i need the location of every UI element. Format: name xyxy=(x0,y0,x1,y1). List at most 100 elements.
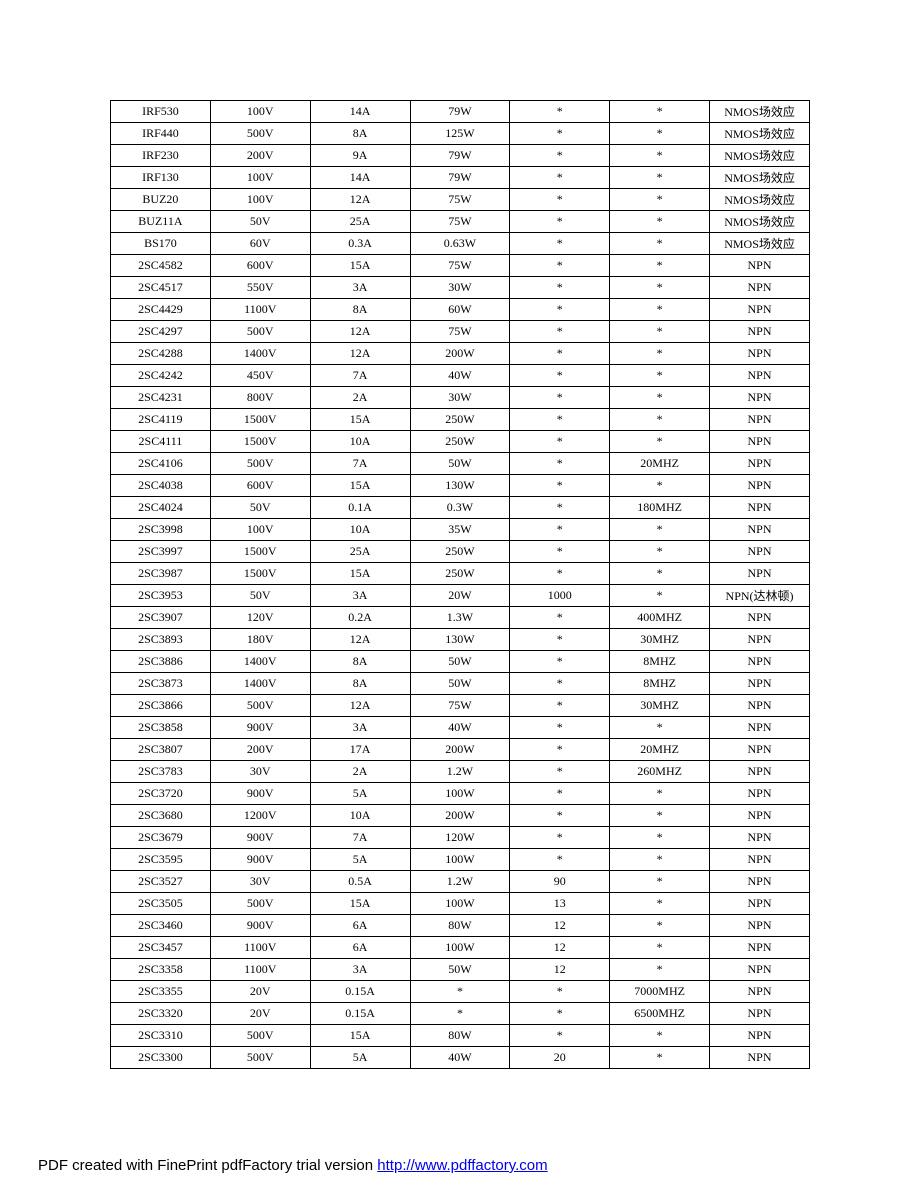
table-cell: 100V xyxy=(210,101,310,123)
table-cell: * xyxy=(610,915,710,937)
table-cell: NPN xyxy=(710,959,810,981)
table-cell: 2SC4297 xyxy=(111,321,211,343)
table-row: BS17060V0.3A0.63W**NMOS场效应 xyxy=(111,233,810,255)
table-cell: * xyxy=(510,673,610,695)
table-cell: 10A xyxy=(310,519,410,541)
table-cell: 10A xyxy=(310,805,410,827)
table-row: BUZ20100V12A75W**NMOS场效应 xyxy=(111,189,810,211)
table-cell: NPN xyxy=(710,937,810,959)
table-cell: 7000MHZ xyxy=(610,981,710,1003)
table-cell: 120W xyxy=(410,827,510,849)
table-cell: * xyxy=(610,827,710,849)
table-cell: NPN xyxy=(710,783,810,805)
table-cell: NPN xyxy=(710,541,810,563)
table-cell: 2SC3460 xyxy=(111,915,211,937)
table-cell: * xyxy=(610,849,710,871)
table-cell: 900V xyxy=(210,849,310,871)
table-cell: 2SC3300 xyxy=(111,1047,211,1069)
table-cell: 2SC3886 xyxy=(111,651,211,673)
table-cell: 3A xyxy=(310,585,410,607)
table-cell: * xyxy=(510,695,610,717)
table-cell: * xyxy=(510,453,610,475)
table-cell: 1.2W xyxy=(410,871,510,893)
table-cell: 79W xyxy=(410,167,510,189)
table-row: 2SC3505500V15A100W13*NPN xyxy=(111,893,810,915)
table-cell: 800V xyxy=(210,387,310,409)
table-row: 2SC3907120V0.2A1.3W*400MHZNPN xyxy=(111,607,810,629)
table-cell: 1000 xyxy=(510,585,610,607)
table-cell: * xyxy=(610,299,710,321)
table-cell: IRF440 xyxy=(111,123,211,145)
table-cell: BS170 xyxy=(111,233,211,255)
table-row: IRF440500V8A125W**NMOS场效应 xyxy=(111,123,810,145)
table-cell: * xyxy=(510,607,610,629)
table-cell: 250W xyxy=(410,563,510,585)
table-row: 2SC36801200V10A200W**NPN xyxy=(111,805,810,827)
table-row: 2SC4231800V2A30W**NPN xyxy=(111,387,810,409)
table-cell: * xyxy=(510,387,610,409)
table-cell: 8MHZ xyxy=(610,673,710,695)
table-cell: * xyxy=(510,541,610,563)
table-cell: 2SC3457 xyxy=(111,937,211,959)
table-cell: 40W xyxy=(410,1047,510,1069)
table-cell: * xyxy=(610,145,710,167)
table-cell: NPN xyxy=(710,607,810,629)
table-cell: * xyxy=(510,651,610,673)
table-cell: 2SC4038 xyxy=(111,475,211,497)
table-cell: * xyxy=(510,123,610,145)
table-row: 2SC4106500V7A50W*20MHZNPN xyxy=(111,453,810,475)
table-cell: * xyxy=(610,871,710,893)
pdf-footer: PDF created with FinePrint pdfFactory tr… xyxy=(38,1157,548,1174)
table-cell: * xyxy=(610,123,710,145)
table-cell: 200W xyxy=(410,739,510,761)
table-cell: 250W xyxy=(410,409,510,431)
table-cell: 6500MHZ xyxy=(610,1003,710,1025)
table-cell: 30W xyxy=(410,277,510,299)
table-row: IRF530100V14A79W**NMOS场效应 xyxy=(111,101,810,123)
table-cell: * xyxy=(510,101,610,123)
table-cell: * xyxy=(610,409,710,431)
table-cell: 1400V xyxy=(210,651,310,673)
footer-link[interactable]: http://www.pdffactory.com xyxy=(377,1157,547,1174)
table-cell: * xyxy=(610,805,710,827)
table-row: BUZ11A50V25A75W**NMOS场效应 xyxy=(111,211,810,233)
table-cell: 1200V xyxy=(210,805,310,827)
table-cell: 2SC3953 xyxy=(111,585,211,607)
table-cell: 12A xyxy=(310,189,410,211)
table-cell: * xyxy=(510,233,610,255)
table-cell: NPN xyxy=(710,343,810,365)
table-cell: 12 xyxy=(510,937,610,959)
table-row: 2SC3893180V12A130W*30MHZNPN xyxy=(111,629,810,651)
table-row: 2SC4038600V15A130W**NPN xyxy=(111,475,810,497)
table-cell: 200V xyxy=(210,739,310,761)
table-row: 2SC39971500V25A250W**NPN xyxy=(111,541,810,563)
table-cell: 8A xyxy=(310,651,410,673)
table-row: 2SC4242450V7A40W**NPN xyxy=(111,365,810,387)
table-cell: 1500V xyxy=(210,541,310,563)
table-cell: * xyxy=(610,541,710,563)
table-cell: 0.63W xyxy=(410,233,510,255)
table-cell: * xyxy=(610,365,710,387)
table-cell: NPN xyxy=(710,893,810,915)
table-cell: 200W xyxy=(410,805,510,827)
table-cell: * xyxy=(610,959,710,981)
table-cell: 100V xyxy=(210,167,310,189)
table-cell: 100W xyxy=(410,783,510,805)
table-cell: 1.2W xyxy=(410,761,510,783)
table-cell: NPN(达林顿) xyxy=(710,585,810,607)
table-row: 2SC3460900V6A80W12*NPN xyxy=(111,915,810,937)
table-cell: 50W xyxy=(410,959,510,981)
table-cell: * xyxy=(510,1003,610,1025)
table-cell: 2SC3355 xyxy=(111,981,211,1003)
table-cell: 900V xyxy=(210,717,310,739)
table-row: 2SC332020V0.15A**6500MHZNPN xyxy=(111,1003,810,1025)
table-cell: * xyxy=(510,321,610,343)
table-row: 2SC33581100V3A50W12*NPN xyxy=(111,959,810,981)
table-cell: * xyxy=(510,629,610,651)
table-cell: 40W xyxy=(410,717,510,739)
table-row: 2SC39871500V15A250W**NPN xyxy=(111,563,810,585)
table-cell: 5A xyxy=(310,783,410,805)
table-cell: 900V xyxy=(210,915,310,937)
table-cell: * xyxy=(510,717,610,739)
table-row: 2SC402450V0.1A0.3W*180MHZNPN xyxy=(111,497,810,519)
